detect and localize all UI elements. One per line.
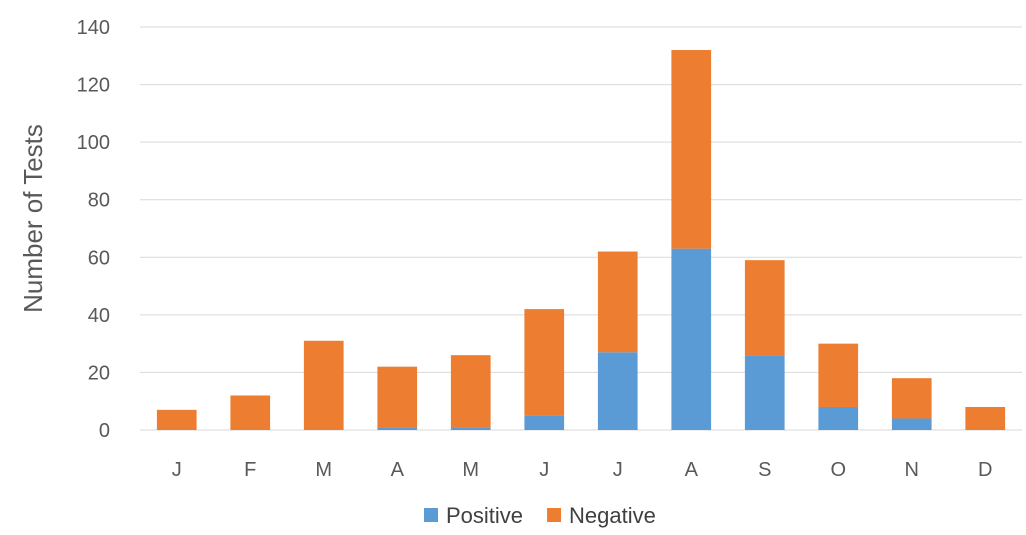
y-tick-label: 0 xyxy=(99,420,110,442)
bar-positive xyxy=(524,415,565,430)
bar-positive xyxy=(744,355,785,430)
bar-positive xyxy=(671,248,712,430)
bar-negative xyxy=(303,340,344,430)
x-tick-label: A xyxy=(685,459,699,481)
bar-negative xyxy=(377,366,418,428)
bars xyxy=(156,50,1006,430)
x-tick-label: J xyxy=(613,459,623,481)
bar-negative xyxy=(524,309,565,416)
bar-negative xyxy=(156,409,197,430)
x-tick-label: S xyxy=(758,459,771,481)
bar-negative xyxy=(891,378,932,419)
x-tick-label: O xyxy=(830,459,846,481)
bar-positive xyxy=(818,406,859,430)
y-tick-label: 120 xyxy=(77,75,110,97)
bar-negative xyxy=(818,343,859,407)
x-tick-label: A xyxy=(391,459,405,481)
legend: Positive Negative xyxy=(424,503,656,528)
bar-positive xyxy=(597,352,638,430)
bar-positive xyxy=(891,418,932,430)
y-tick-label: 40 xyxy=(88,305,110,327)
gridlines xyxy=(140,26,1022,431)
x-tick-label: D xyxy=(978,459,992,481)
bar-positive xyxy=(450,427,491,430)
y-tick-label: 100 xyxy=(77,132,110,154)
bar-negative xyxy=(965,406,1006,430)
bar-negative xyxy=(450,355,491,428)
x-tick-label: N xyxy=(905,459,919,481)
legend-swatch-positive xyxy=(424,508,438,522)
y-tick-label: 140 xyxy=(77,17,110,39)
y-axis-ticks: 0 20 40 60 80 100 120 140 xyxy=(77,17,110,442)
x-tick-label: F xyxy=(244,459,256,481)
x-tick-label: M xyxy=(315,459,332,481)
legend-label-positive: Positive xyxy=(446,503,523,528)
bar-positive xyxy=(377,427,418,430)
legend-swatch-negative xyxy=(547,508,562,522)
bar-negative xyxy=(744,260,785,356)
x-tick-label: J xyxy=(172,459,182,481)
legend-label-negative: Negative xyxy=(569,503,656,528)
x-tick-label: J xyxy=(539,459,549,481)
bar-negative xyxy=(671,50,712,249)
y-tick-label: 80 xyxy=(88,190,110,212)
bar-negative xyxy=(230,395,271,430)
bar-negative xyxy=(597,251,638,353)
y-tick-label: 20 xyxy=(88,362,110,384)
y-tick-label: 60 xyxy=(88,247,110,269)
y-axis-title: Number of Tests xyxy=(18,124,48,313)
x-tick-label: M xyxy=(462,459,479,481)
